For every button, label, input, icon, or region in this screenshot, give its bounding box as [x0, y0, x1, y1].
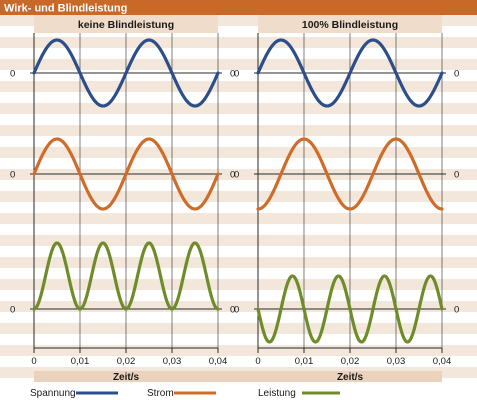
panel-header-right: 100% Blindleistung — [258, 15, 442, 33]
zero-label-left-strom-right: 0 — [230, 170, 235, 181]
panel-title-left: keine Blindleistung — [78, 19, 174, 31]
axes — [30, 33, 446, 353]
legend-label-strom: Strom — [147, 388, 174, 399]
zero-label-left-leistung-right: 0 — [230, 305, 235, 316]
zero-label-right-leistung-right: 0 — [454, 305, 459, 316]
legend: Spannung Strom Leistung — [30, 388, 340, 399]
x-tick-label-right-3: 0,03 — [387, 356, 406, 367]
curves — [32, 38, 444, 344]
x-tick-label-left-4: 0,04 — [209, 356, 228, 367]
zero-label-left-leistung-left: 0 — [10, 305, 15, 316]
chart-title: Wirk- und Blindleistung — [4, 3, 127, 15]
zero-label-right-spannung-right: 0 — [454, 69, 459, 80]
curve-left-strom — [32, 137, 220, 211]
curve-right-spannung — [256, 38, 444, 108]
zero-label-right-strom-right: 0 — [454, 170, 459, 181]
legend-label-leistung: Leistung — [258, 388, 296, 399]
panel-title-right: 100% Blindleistung — [302, 19, 398, 31]
zero-label-left-spannung-right: 0 — [230, 69, 235, 80]
x-tick-label-right-1: 0,01 — [295, 356, 314, 367]
title-bar — [0, 0, 477, 15]
x-tick-label-left-0: 0 — [31, 356, 36, 367]
zero-label-left-spannung-left: 0 — [10, 69, 15, 80]
x-tick-label-left-1: 0,01 — [71, 356, 90, 367]
zero-label-right-leistung-left: 0 — [234, 305, 239, 316]
xlabel-right: Zeit/s — [337, 372, 364, 383]
zero-label-left-strom-left: 0 — [10, 170, 15, 181]
xlabel-left: Zeit/s — [113, 372, 140, 383]
x-tick-label-left-2: 0,02 — [117, 356, 136, 367]
curve-right-strom — [256, 137, 444, 211]
labels: 0 0,01 0,02 0,03 0,040 00 00 00 0,01 0,02 0,03 0,04… — [10, 69, 459, 368]
x-tick-label-right-0: 0 — [255, 356, 260, 367]
x-tick-label-right-2: 0,02 — [341, 356, 360, 367]
legend-label-spannung: Spannung — [30, 388, 76, 399]
footer-band — [34, 371, 442, 382]
zero-label-right-spannung-left: 0 — [234, 69, 239, 80]
curve-right-leistung — [256, 274, 444, 344]
x-tick-label-left-3: 0,03 — [163, 356, 182, 367]
curve-left-spannung — [32, 38, 220, 108]
zero-label-right-strom-left: 0 — [234, 170, 239, 181]
curve-left-leistung — [32, 241, 220, 311]
x-tick-label-right-4: 0,04 — [433, 356, 452, 367]
panel-header-left: keine Blindleistung — [34, 15, 218, 33]
